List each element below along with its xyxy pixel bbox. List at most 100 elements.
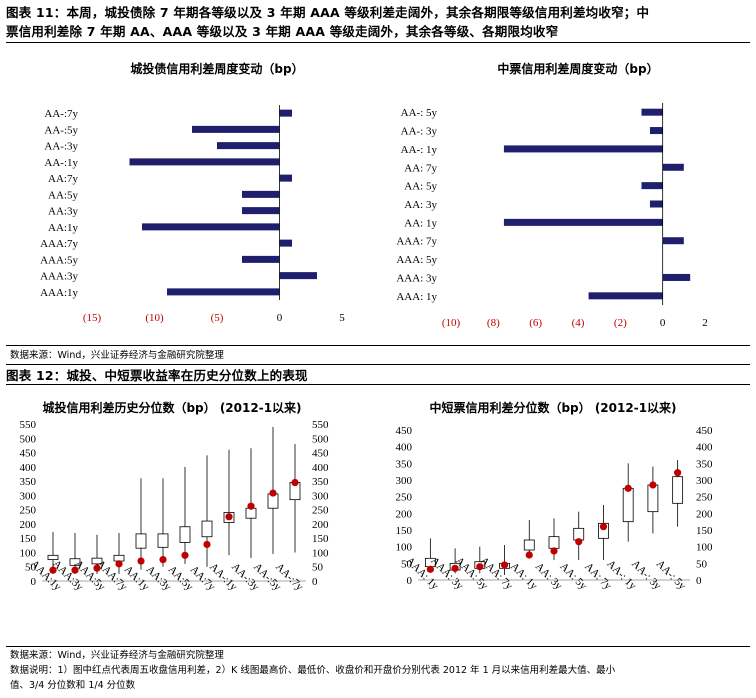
- y-tick-label-left: 550: [20, 419, 37, 431]
- x-tick-label: (8): [487, 317, 500, 329]
- source-1: 数据来源：Wind，兴业证券经济与金融研究院整理: [10, 350, 224, 361]
- box: [135, 533, 147, 549]
- y-tick-label-right: 400: [312, 462, 329, 474]
- x-tick-label: 5: [339, 312, 345, 324]
- close-dot: [291, 478, 299, 487]
- bar: [503, 145, 663, 153]
- y-tick-label-right: 100: [312, 547, 329, 559]
- y-tick-label-left: 500: [20, 433, 37, 445]
- bar: [279, 174, 292, 182]
- bar: [129, 158, 280, 166]
- bar: [279, 272, 317, 280]
- y-tick-label-right: 550: [312, 419, 329, 431]
- bar: [662, 273, 691, 281]
- category-label: AA-: 5y: [401, 107, 438, 119]
- bar: [279, 239, 292, 247]
- close-dot: [93, 564, 101, 572]
- close-dot: [674, 469, 682, 477]
- bar: [649, 200, 663, 208]
- category-label: AAA:1y: [40, 287, 78, 299]
- box: [523, 539, 535, 551]
- data-note-line-1: 数据说明：1）图中红点代表周五收盘信用利差，2）K 线图最高价、最低价、收盘价和…: [10, 665, 616, 676]
- figure-11-title: 图表 11：本周，城投债除 7 年期各等级以及 3 年期 AAA 等级利差走阔外…: [6, 3, 750, 41]
- close-dot: [181, 551, 189, 559]
- x-tick-label: 2: [702, 317, 708, 329]
- close-dot: [115, 560, 123, 568]
- y-tick-label-left: 250: [396, 492, 413, 504]
- box: [69, 558, 81, 566]
- figure-12-title-rule: [6, 384, 750, 385]
- category-label: AA-:7y: [44, 108, 78, 120]
- category-label: AA:3y: [48, 206, 78, 218]
- bar: [588, 292, 663, 300]
- category-label: AA: 7y: [404, 162, 437, 174]
- category-label: AA-:3y: [44, 141, 78, 153]
- bar: [662, 163, 684, 171]
- y-tick-label-left: 50: [401, 558, 413, 570]
- source-2: 数据来源：Wind，兴业证券经济与金融研究院整理: [10, 650, 224, 661]
- box: [647, 484, 659, 513]
- category-label: AAA:3y: [40, 271, 78, 283]
- y-tick-label-right: 50: [312, 562, 324, 574]
- top-rule: [6, 42, 750, 43]
- chart-mtn-weekly-change: 中票信用利差周度变动（bp） AA-: 5y AA-: 3y AA-: 1y AA: 7…: [396, 61, 708, 329]
- y-tick-label-right: 200: [312, 519, 329, 531]
- bar: [142, 223, 280, 231]
- box: [47, 554, 59, 560]
- y-tick-label-right: 100: [696, 542, 713, 554]
- category-label: AA-:5y: [44, 124, 78, 136]
- category-label: AAA: 7y: [396, 236, 437, 248]
- x-tick-label: (5): [211, 312, 224, 324]
- box: [179, 526, 191, 543]
- y-tick-label-right: 350: [696, 458, 713, 470]
- category-label: AA:5y: [48, 189, 78, 201]
- y-tick-label-left: 100: [20, 547, 37, 559]
- box: [157, 533, 169, 548]
- bar: [649, 127, 663, 135]
- x-tick-label: 0: [277, 312, 283, 324]
- x-tick-label: (15): [83, 312, 102, 324]
- y-tick-label-right: 150: [312, 533, 329, 545]
- y-tick-label-right: 400: [696, 442, 713, 454]
- source-1-rule: [6, 345, 750, 346]
- bar: [217, 142, 280, 150]
- category-label: AAA: 3y: [396, 272, 437, 284]
- data-note-line-2: 值、3/4 分位数和 1/4 分位数: [10, 680, 136, 691]
- close-dot: [476, 563, 484, 571]
- y-tick-label-right: 150: [696, 525, 713, 537]
- category-label: AA:7y: [48, 173, 78, 185]
- y-tick-label-left: 450: [20, 448, 37, 460]
- bar: [279, 109, 292, 117]
- category-label: AAA:7y: [40, 238, 78, 250]
- chart-title: 中票信用利差周度变动（bp）: [497, 61, 658, 76]
- y-tick-label-left: 400: [396, 442, 413, 454]
- y-tick-label-right: 300: [312, 490, 329, 502]
- close-dot: [269, 489, 277, 497]
- figure-12-rule: [6, 364, 750, 365]
- y-tick-label-left: 350: [20, 476, 37, 488]
- y-tick-label-left: 350: [396, 458, 413, 470]
- category-label: AAA: 5y: [396, 254, 437, 266]
- figure-11-title-line-2: 票信用利差除 7 年期 AA、AAA 等级以及 3 年期 AAA 等级走阔外，其…: [6, 24, 559, 39]
- category-label: AA:1y: [48, 222, 78, 234]
- box: [622, 487, 634, 523]
- close-dot: [159, 555, 167, 564]
- bar: [242, 255, 280, 263]
- category-label: AA: 3y: [404, 199, 437, 211]
- y-tick-label-right: 450: [696, 425, 713, 437]
- bar: [242, 190, 280, 198]
- bar: [167, 288, 280, 296]
- y-tick-label-right: 500: [312, 433, 329, 445]
- category-label: AA: 5y: [404, 181, 437, 193]
- category-label: AA: 1y: [404, 217, 437, 229]
- category-label: AA-: 3y: [401, 126, 438, 138]
- category-label: AA-: 1y: [401, 144, 438, 156]
- y-tick-label-left: 50: [25, 562, 37, 574]
- y-tick-label-right: 250: [312, 505, 329, 517]
- bar: [662, 237, 684, 245]
- y-tick-label-left: 400: [20, 462, 37, 474]
- close-dot: [225, 513, 233, 521]
- chart-title: 城投信用利差历史分位数（bp） (2012-1以来): [42, 400, 301, 415]
- y-tick-label-right: 0: [312, 576, 318, 588]
- chart-city-investment-percentile: 城投信用利差历史分位数（bp） (2012-1以来) 0 0 50 50 100 100 15…: [20, 400, 330, 593]
